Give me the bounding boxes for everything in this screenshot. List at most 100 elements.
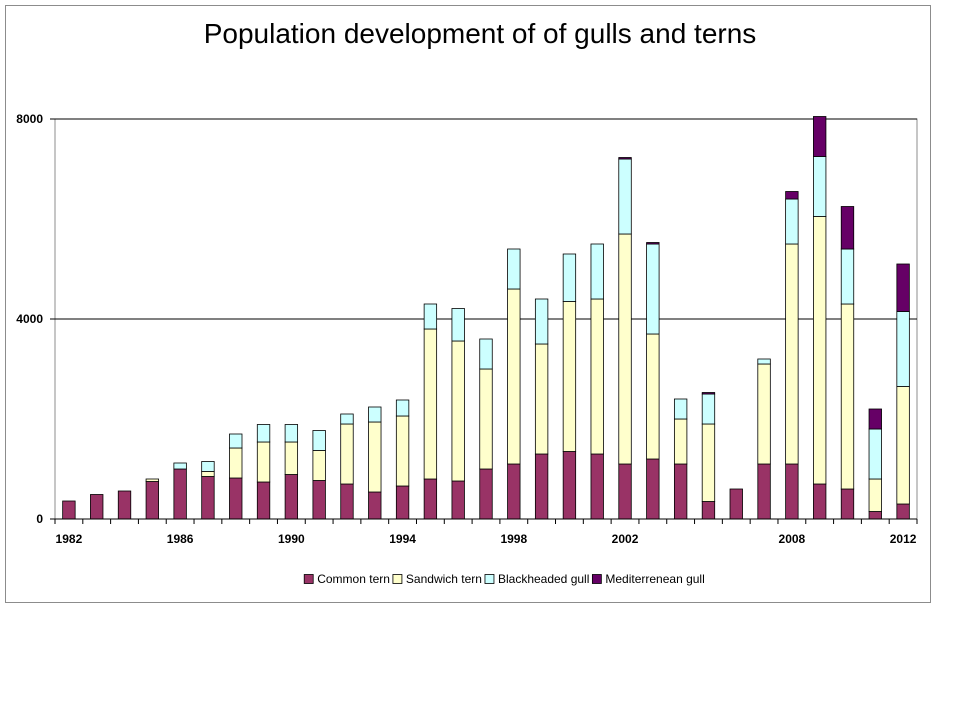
bar-segment-2-2003	[646, 243, 660, 335]
bar-segment-3-2009	[813, 116, 827, 157]
bar-segment-0-2009	[813, 483, 827, 520]
x-tick-label: 2008	[779, 532, 806, 546]
bar-segment-0-1993	[368, 491, 382, 520]
x-tick-label: 1986	[167, 532, 194, 546]
bar-segment-1-2001	[590, 298, 604, 455]
bar-segment-2-2007	[757, 358, 771, 365]
bar-segment-0-2004	[673, 463, 688, 520]
bar-segment-2-2004	[673, 398, 688, 420]
bar-segment-0-2006	[729, 488, 743, 520]
bar-segment-0-1997	[479, 468, 493, 520]
bar-segment-0-1986	[173, 468, 187, 520]
bar-segment-1-1996	[451, 340, 465, 482]
bar-segment-0-2007	[757, 463, 771, 520]
bar-segment-2-2009	[813, 156, 827, 217]
bar-segment-1-1993	[368, 421, 382, 493]
x-tick-label: 1990	[278, 532, 305, 546]
bar-segment-0-2011	[868, 511, 882, 520]
y-tick-label: 4000	[16, 312, 43, 326]
legend-label-1: Sandwich tern	[406, 572, 482, 586]
bar-segment-2-1990	[284, 424, 299, 443]
bar-segment-0-1988	[229, 477, 243, 520]
bar-segment-1-1999	[534, 343, 549, 455]
chart-title: Population development of of gulls and t…	[203, 18, 757, 49]
bar-segment-2-1995	[423, 303, 438, 330]
x-tick-label: 1994	[389, 532, 416, 546]
bar-segment-1-2012	[896, 386, 910, 505]
bar-segment-2-1992	[340, 413, 354, 425]
legend-label-2: Blackheaded gull	[498, 572, 589, 586]
bar-segment-2-2008	[785, 198, 799, 245]
bar-segment-2-1996	[451, 308, 465, 342]
bar-segment-0-1985	[145, 481, 159, 520]
legend: Common tern Sandwich tern Blackheaded gull…	[303, 572, 705, 586]
bar-segment-0-2001	[590, 453, 604, 520]
bar-segment-1-2009	[813, 216, 827, 485]
bar-segment-1-1997	[479, 368, 493, 470]
y-tick-label: 0	[36, 512, 43, 526]
bar-segment-2-1993	[368, 406, 382, 423]
legend-label-3: Mediterrenean gull	[605, 572, 704, 586]
bar-segment-2-2000	[562, 253, 577, 302]
legend-swatch-1	[392, 574, 403, 584]
bar-segment-1-1985	[145, 478, 159, 482]
bar-segment-1-1989	[256, 441, 271, 483]
bar-segment-1-2000	[562, 301, 577, 452]
bar-segment-2-1997	[479, 338, 493, 370]
bar-segment-0-1994	[395, 485, 410, 520]
bar-segment-2-1987	[201, 461, 215, 472]
bars-layer	[62, 116, 910, 520]
bar-segment-0-1984	[117, 490, 132, 520]
bar-segment-0-1990	[284, 474, 299, 520]
bar-segment-0-2008	[785, 463, 799, 520]
bar-segment-2-2010	[840, 248, 855, 305]
bar-segment-1-1992	[340, 423, 354, 485]
bar-segment-2-2001	[590, 243, 604, 300]
x-tick-label: 2012	[890, 532, 917, 546]
legend-swatch-3	[591, 574, 602, 584]
bar-segment-0-2005	[701, 501, 716, 520]
bar-segment-3-2008	[785, 191, 799, 200]
axes-layer: 0 4000 8000 1982 1986 1990 1994 1998 2002 2008 201…	[16, 112, 918, 546]
bar-segment-0-1982	[62, 500, 76, 520]
bar-segment-2-1989	[256, 424, 271, 443]
bar-segment-1-1994	[395, 415, 410, 487]
bar-segment-0-1991	[312, 480, 326, 520]
bar-segment-0-2012	[896, 503, 910, 520]
bar-segment-3-2012	[896, 263, 910, 312]
bar-segment-1-1988	[229, 447, 243, 479]
bar-segment-2-2011	[868, 428, 882, 480]
bar-segment-1-1987	[201, 471, 215, 477]
bar-segment-3-2005	[701, 392, 716, 395]
bar-segment-0-1998	[507, 463, 521, 520]
bar-segment-2-1991	[312, 430, 326, 451]
bar-segment-0-1999	[534, 453, 549, 520]
bar-segment-0-1995	[423, 478, 438, 520]
bar-segment-2-1994	[395, 399, 410, 417]
bar-segment-3-2010	[840, 206, 855, 250]
bar-segment-1-2004	[673, 418, 688, 465]
bar-segment-0-1989	[256, 481, 271, 520]
chart-frame	[5, 5, 931, 603]
bar-segment-1-2002	[618, 233, 632, 465]
bar-segment-2-1986	[173, 462, 187, 470]
bar-segment-0-2000	[562, 451, 577, 520]
bar-segment-1-2007	[757, 363, 771, 465]
bar-segment-1-2003	[646, 333, 660, 460]
bar-segment-0-1996	[451, 480, 465, 520]
bar-segment-2-1999	[534, 298, 549, 345]
bar-segment-1-1995	[423, 328, 438, 480]
x-tick-label: 1982	[56, 532, 83, 546]
bar-segment-1-2010	[840, 303, 855, 490]
bar-segment-2-2012	[896, 311, 910, 387]
bar-segment-2-2002	[618, 158, 632, 235]
bar-segment-2-1998	[507, 248, 521, 290]
bar-segment-0-2002	[618, 463, 632, 520]
bar-segment-1-1991	[312, 450, 326, 481]
bar-segment-1-1998	[507, 288, 521, 465]
x-tick-label: 2002	[612, 532, 639, 546]
y-tick-label: 8000	[16, 112, 43, 126]
bar-segment-2-2005	[701, 393, 716, 425]
bar-segment-0-2010	[840, 488, 855, 520]
bar-segment-1-2011	[868, 478, 882, 512]
